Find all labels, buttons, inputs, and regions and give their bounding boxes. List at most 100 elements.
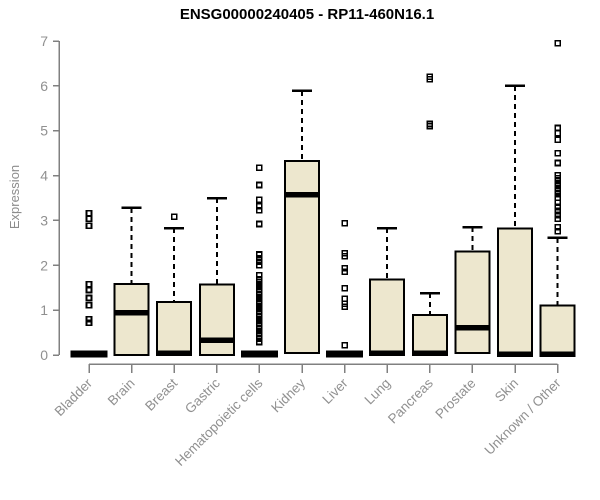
median-line xyxy=(113,310,150,316)
x-category-label: Bladder xyxy=(52,375,96,419)
x-category-label: Skin xyxy=(492,376,521,405)
outlier-point xyxy=(426,120,434,128)
outlier-point xyxy=(341,284,348,292)
outlier-point xyxy=(554,199,561,207)
outlier-point xyxy=(554,184,561,192)
iqr-box xyxy=(156,301,193,356)
outlier-point xyxy=(341,341,348,349)
outlier-point xyxy=(256,275,263,283)
x-category-label: Kidney xyxy=(268,375,308,415)
outlier-point xyxy=(554,207,561,215)
iqr-box xyxy=(198,283,235,356)
outlier-point xyxy=(256,251,263,258)
x-category-label: Liver xyxy=(319,375,351,407)
box-lung xyxy=(369,226,406,357)
y-tick-label: 7 xyxy=(40,33,48,49)
outlier-point xyxy=(256,261,263,269)
outlier-point xyxy=(554,136,561,143)
median-line xyxy=(156,350,193,356)
median-line xyxy=(539,351,576,357)
outlier-point xyxy=(85,222,93,230)
y-axis: 0 1 2 3 4 5 6 7 xyxy=(40,33,60,363)
outlier-point xyxy=(554,124,561,132)
outlier-point xyxy=(256,254,263,262)
iqr-box xyxy=(539,304,576,356)
y-tick-label: 1 xyxy=(40,302,48,318)
outlier-point xyxy=(341,295,348,303)
outlier-point xyxy=(256,181,263,189)
box-brain xyxy=(113,206,150,356)
outlier-point xyxy=(256,220,263,228)
outlier-point xyxy=(85,319,93,327)
iqr-box xyxy=(454,250,491,355)
x-category-label: Gastric xyxy=(182,375,223,416)
outlier-point xyxy=(85,315,93,323)
box-skin xyxy=(497,84,533,357)
outlier-point xyxy=(341,249,348,257)
outlier-point xyxy=(554,211,561,219)
outlier-point xyxy=(554,39,561,47)
median-line xyxy=(454,324,491,331)
y-tick-label: 6 xyxy=(40,78,48,94)
outlier-point xyxy=(554,227,561,235)
x-category-label: Pancreas xyxy=(385,375,436,426)
iqr-box xyxy=(113,283,150,356)
outlier-point xyxy=(256,271,263,279)
x-category-label: Brain xyxy=(105,376,138,409)
box-liver xyxy=(326,219,364,358)
outlier-point xyxy=(426,73,434,81)
median-line xyxy=(497,351,533,357)
outlier-point xyxy=(554,149,561,157)
iqr-box xyxy=(369,278,406,357)
box-pancreas xyxy=(411,73,448,357)
box-gastric xyxy=(198,196,235,356)
outlier-point xyxy=(85,294,93,302)
outlier-point xyxy=(554,159,561,167)
outlier-point xyxy=(85,280,93,288)
box-bladder xyxy=(70,209,108,358)
iqr-box xyxy=(411,314,448,357)
median-line xyxy=(369,350,406,356)
outlier-point xyxy=(256,202,263,210)
outlier-point xyxy=(85,209,93,217)
outlier-point xyxy=(85,215,93,222)
x-category-label: Breast xyxy=(142,375,180,413)
median-line xyxy=(284,192,320,198)
box-unknown-other xyxy=(539,39,576,357)
median-line xyxy=(411,350,448,356)
collapsed-box-bar xyxy=(240,350,278,358)
chart-title: ENSG00000240405 - RP11-460N16.1 xyxy=(179,6,435,23)
y-tick-label: 0 xyxy=(40,347,48,363)
y-tick-label: 4 xyxy=(40,168,48,184)
x-category-label: Unknown / Other xyxy=(481,375,564,458)
iqr-box xyxy=(497,227,533,356)
box-hematopoietic-cells xyxy=(240,164,278,358)
outlier-point xyxy=(554,223,561,231)
outlier-point xyxy=(341,265,348,272)
y-tick-label: 3 xyxy=(40,212,48,228)
outlier-point xyxy=(85,286,93,294)
outlier-point xyxy=(170,213,178,221)
outlier-point xyxy=(256,258,263,265)
outlier-point xyxy=(256,164,263,172)
outlier-point xyxy=(554,203,561,211)
box-prostate xyxy=(454,225,491,355)
outlier-point xyxy=(256,206,263,214)
collapsed-box-bar xyxy=(70,350,108,358)
collapsed-box-bar xyxy=(326,350,364,358)
y-tick-label: 2 xyxy=(40,257,48,273)
median-line xyxy=(198,337,235,343)
outlier-point xyxy=(256,196,263,204)
box-kidney xyxy=(284,89,320,355)
outlier-point xyxy=(554,130,561,137)
iqr-box xyxy=(284,159,320,355)
box-breast xyxy=(156,213,193,356)
y-axis-title: Expression xyxy=(7,164,22,230)
outlier-point xyxy=(341,219,348,227)
x-category-label: Lung xyxy=(361,376,393,408)
outlier-point xyxy=(554,215,561,222)
outlier-point xyxy=(554,171,561,179)
